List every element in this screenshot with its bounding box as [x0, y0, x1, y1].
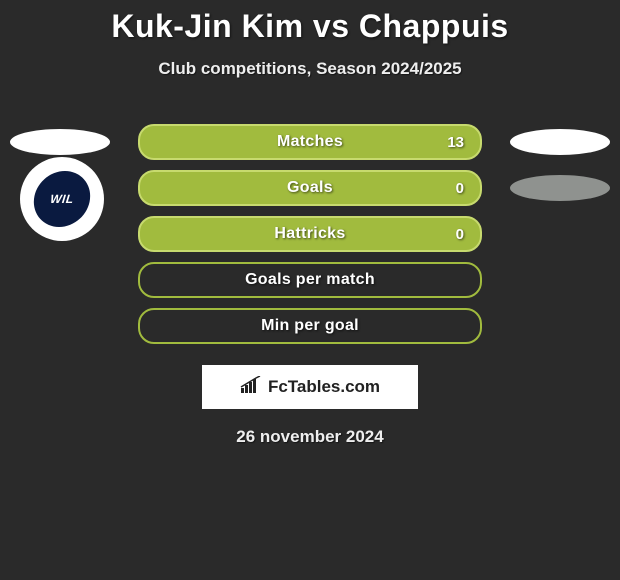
- stat-row-goals-per-match: Goals per match: [0, 257, 620, 303]
- left-player-ellipse: [10, 129, 110, 155]
- stat-bar-hattricks: Hattricks 0: [138, 216, 482, 252]
- stat-row-hattricks: Hattricks 0: [0, 211, 620, 257]
- branding-badge: FcTables.com: [202, 365, 418, 409]
- stat-row-min-per-goal: Min per goal: [0, 303, 620, 349]
- page-subtitle: Club competitions, Season 2024/2025: [0, 59, 620, 79]
- snapshot-date: 26 november 2024: [0, 427, 620, 447]
- right-club-ellipse: [510, 175, 610, 201]
- stat-bar-goals: Goals 0: [138, 170, 482, 206]
- right-player-ellipse: [510, 129, 610, 155]
- stat-row-goals: WIL Goals 0: [0, 165, 620, 211]
- chart-icon: [240, 376, 262, 399]
- stat-value: 0: [456, 180, 464, 197]
- stat-label: Matches: [277, 133, 343, 151]
- stat-label: Goals per match: [245, 271, 375, 289]
- stat-bar-goals-per-match: Goals per match: [138, 262, 482, 298]
- stat-bar-matches: Matches 13: [138, 124, 482, 160]
- stat-row-matches: Matches 13: [0, 119, 620, 165]
- stat-label: Hattricks: [274, 225, 345, 243]
- stats-rows: Matches 13 WIL Goals 0 Hattricks 0 Goals…: [0, 119, 620, 349]
- stat-label: Goals: [287, 179, 333, 197]
- stat-value: 13: [447, 134, 464, 151]
- branding-text: FcTables.com: [268, 377, 380, 397]
- page-title: Kuk-Jin Kim vs Chappuis: [0, 8, 620, 45]
- stat-bar-min-per-goal: Min per goal: [138, 308, 482, 344]
- stat-value: 0: [456, 226, 464, 243]
- stat-label: Min per goal: [261, 317, 359, 335]
